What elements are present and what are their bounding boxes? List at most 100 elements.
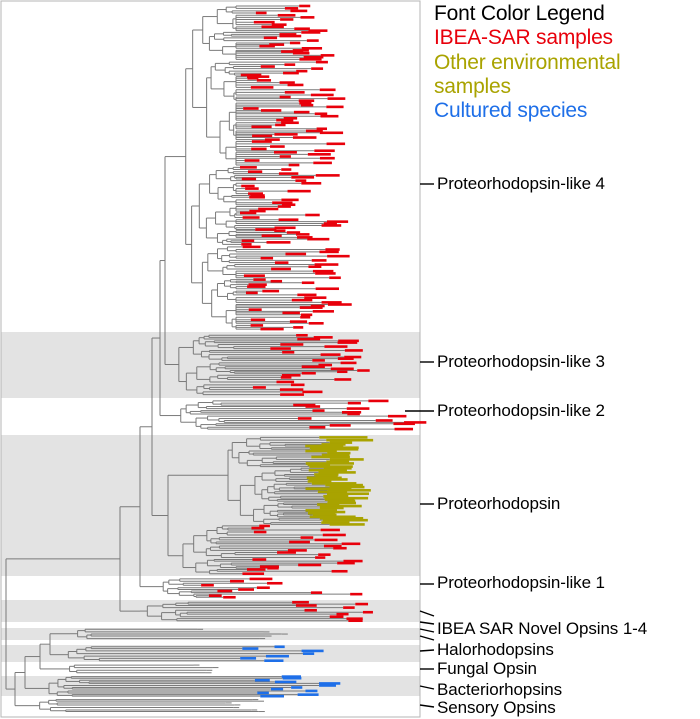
leaf-label (201, 583, 214, 587)
leaf-label (310, 93, 334, 97)
leaf-label (297, 693, 319, 696)
tree-branches (5, 5, 405, 713)
clade-label-bacteriorhopsins: Bacteriorhopsins (437, 680, 563, 699)
leaf-label (292, 51, 310, 55)
leaf-label (283, 116, 298, 120)
leaf-label (308, 478, 348, 481)
leaf-label (279, 388, 304, 391)
leaf-label (319, 682, 341, 685)
leaf-label (302, 390, 323, 394)
leaf-label (388, 414, 407, 418)
leaf-label (259, 565, 279, 569)
leaf-label (249, 195, 265, 199)
leaf-label (274, 226, 296, 230)
leaf-label (281, 675, 302, 678)
leaf-label (308, 322, 324, 325)
leaf-label (304, 296, 327, 299)
leaf-label (312, 359, 325, 362)
leaf-label (329, 458, 364, 461)
leaf-label (368, 399, 389, 403)
leaf-label (270, 145, 285, 148)
leaf-label (287, 189, 311, 193)
leaf-label (325, 483, 363, 487)
leaf-label (286, 231, 301, 234)
leaf-label (274, 645, 285, 649)
leaf-label (308, 468, 347, 472)
leaf-label (315, 287, 339, 291)
leaf-label (280, 393, 304, 396)
leaf-label (281, 198, 299, 202)
leaf-label (346, 407, 370, 410)
leaf-label (240, 166, 257, 169)
leaf-label (338, 339, 359, 343)
leaf-label (296, 233, 310, 236)
leaf-label (305, 449, 337, 453)
leaf-label (301, 371, 316, 375)
leaf-label (327, 489, 371, 492)
legend-entry-other-environmental: Other environmental samples (434, 50, 621, 99)
leaf-label (315, 174, 340, 177)
leaf-label (301, 365, 325, 369)
clade-label-proteorhodopsin-like-4: Proteorhodopsin-like 4 (437, 174, 605, 193)
leaf-label (337, 357, 354, 360)
leaf-label (309, 425, 326, 429)
leaf-label (248, 192, 263, 195)
leaf-label (393, 422, 415, 426)
leaf-label (318, 553, 331, 556)
leaf-label (315, 556, 326, 559)
clade-pointer-line (419, 628, 435, 633)
leaf-label (271, 23, 287, 26)
leaf-label (266, 241, 291, 244)
font-color-legend: Font Color Legend IBEA-SAR samples Other… (434, 2, 694, 124)
leaf-label (305, 444, 344, 448)
clade-pointers (405, 183, 435, 708)
leaf-label (294, 27, 310, 31)
leaf-label (343, 559, 363, 563)
leaf-label (261, 25, 284, 29)
clade-pointer-line (419, 685, 435, 690)
leaf-label (279, 155, 291, 158)
clade-label-ibea-sar-novel-opsins: IBEA SAR Novel Opsins 1-4 (437, 619, 648, 638)
leaf-label (299, 101, 312, 105)
leaf-label (347, 412, 360, 416)
clade-pointer-line (419, 635, 435, 641)
leaf-label (303, 55, 324, 59)
leaf-label (289, 540, 310, 544)
leaf-label (311, 67, 324, 70)
leaf-label (281, 373, 301, 377)
leaf-label (319, 506, 344, 510)
leaf-label (260, 65, 275, 68)
leaf-label (240, 657, 257, 660)
leaf-label (277, 13, 296, 17)
leaf-label (299, 58, 322, 61)
leaf-label (270, 687, 284, 691)
leaf-label (256, 79, 272, 82)
leaf-label (321, 224, 342, 227)
leaf-label (290, 383, 305, 387)
leaf-label (355, 602, 369, 606)
leaf-label (307, 511, 336, 515)
leaf-label (297, 293, 317, 297)
leaf-label (331, 569, 348, 573)
leaf-label (329, 523, 365, 526)
leaf-label (284, 7, 299, 10)
leaf-label (344, 349, 363, 352)
leaf-label (256, 586, 270, 590)
leaf-label (313, 161, 332, 165)
leaf-label (329, 615, 344, 618)
leaf-label (312, 269, 334, 273)
leaf-label (282, 676, 302, 680)
leaf-label (247, 285, 266, 288)
leaf-label (318, 363, 333, 367)
leaf-label (305, 509, 338, 512)
leaf-label (255, 11, 267, 15)
leaf-label (309, 446, 359, 450)
leaf-label (244, 159, 260, 162)
leaf-label (283, 71, 299, 75)
leaf-label (276, 118, 294, 122)
leaf-label (301, 31, 321, 34)
leaf-label (287, 549, 307, 552)
leaf-label (314, 473, 339, 476)
leaf-label (306, 39, 319, 42)
leaf-label (322, 533, 346, 537)
